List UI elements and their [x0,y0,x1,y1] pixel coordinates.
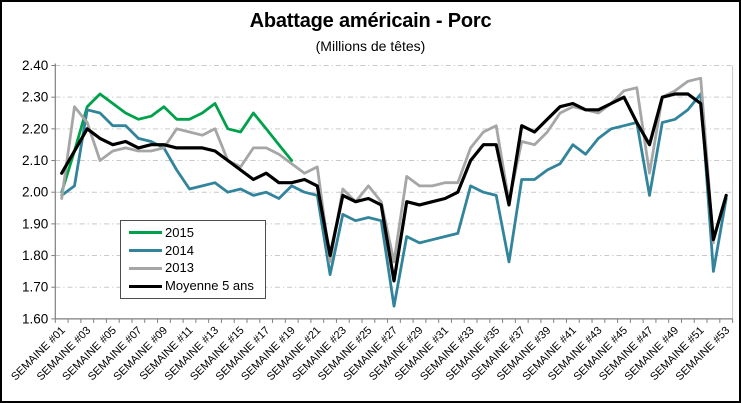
y-tick-label: 1.80 [22,248,48,263]
legend-item-2013: 2013 [129,260,259,276]
legend-swatch [129,284,162,288]
legend-item-moyenne-5-ans: Moyenne 5 ans [129,278,259,294]
y-tick-label: 2.40 [22,58,48,73]
y-tick-label: 2.20 [22,121,48,136]
y-tick-label: 1.70 [22,280,48,295]
legend-swatch [129,231,162,235]
chart-title: Abattage américain - Porc [249,10,492,32]
legend-item-2015: 2015 [129,225,259,241]
legend-swatch [129,266,162,270]
legend-label: 2015 [165,224,194,240]
legend-label: 2013 [165,260,194,276]
y-tick-label: 2.00 [22,185,48,200]
y-tick-label: 1.90 [22,216,48,231]
legend-swatch [129,249,162,253]
chart-subtitle: (Millions de têtes) [315,38,426,54]
legend: 2015 2014 2013 Moyenne 5 ans [120,220,266,299]
y-tick-label: 1.60 [22,311,48,326]
legend-item-2014: 2014 [129,243,259,259]
legend-label: 2014 [165,242,194,258]
y-tick-label: 2.10 [22,153,48,168]
legend-label: Moyenne 5 ans [165,278,254,294]
series-line-2015 [60,92,294,194]
series-line-2014 [60,92,728,308]
series-line-moyenne-5-ans [60,92,728,283]
y-tick-label: 2.30 [22,90,48,105]
